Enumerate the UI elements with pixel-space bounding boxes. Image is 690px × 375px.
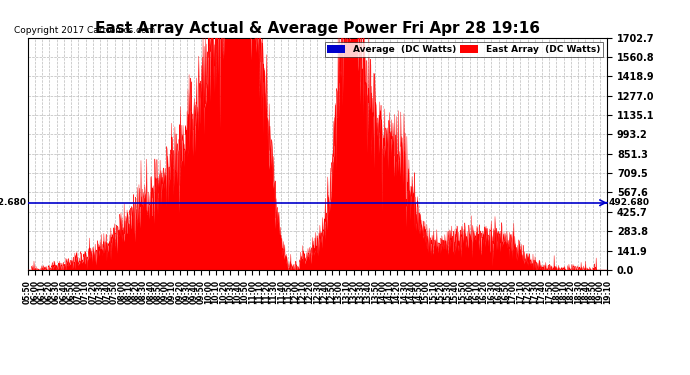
Legend: Average  (DC Watts), East Array  (DC Watts): Average (DC Watts), East Array (DC Watts… (324, 42, 602, 57)
Text: Copyright 2017 Cartronics.com: Copyright 2017 Cartronics.com (14, 26, 155, 35)
Text: 492.680: 492.680 (609, 198, 649, 207)
Text: 492.680: 492.680 (0, 198, 27, 207)
Title: East Array Actual & Average Power Fri Apr 28 19:16: East Array Actual & Average Power Fri Ap… (95, 21, 540, 36)
